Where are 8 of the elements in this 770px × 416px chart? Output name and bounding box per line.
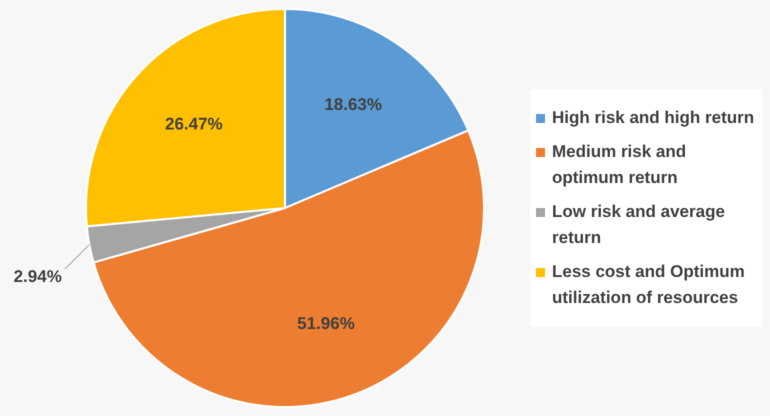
- data-label: 51.96%: [297, 314, 355, 334]
- data-label: 26.47%: [164, 114, 223, 134]
- data-label: 2.94%: [14, 266, 62, 286]
- data-label: 18.63%: [324, 94, 382, 114]
- legend-label: Low risk and average return: [552, 201, 726, 249]
- legend-label: High risk and high return: [552, 107, 754, 129]
- legend-label: Medium risk and optimum return: [552, 141, 688, 189]
- legend-label: Less cost and Optimum utilization of resources: [552, 261, 746, 309]
